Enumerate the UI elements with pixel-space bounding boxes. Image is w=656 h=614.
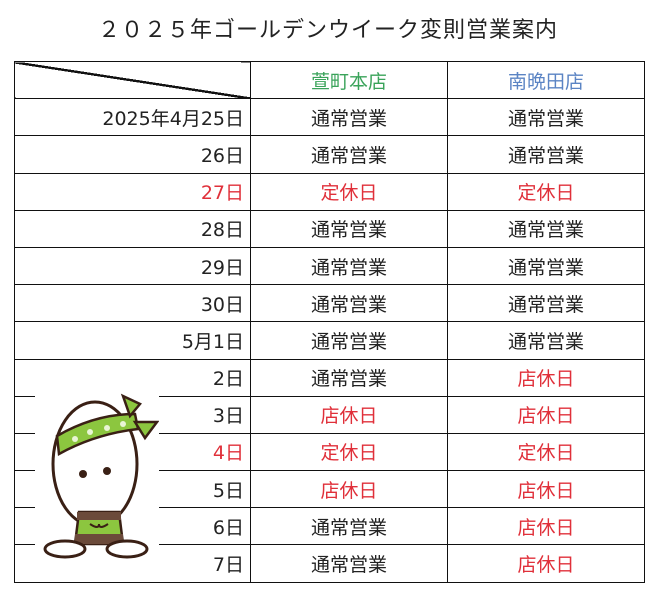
minamiwakuda-status-cell: 通常営業 bbox=[447, 209, 645, 248]
date-cell: 28日 bbox=[14, 209, 251, 248]
kayamachi-status-cell: 店休日 bbox=[250, 395, 448, 434]
date-cell: 5月1日 bbox=[14, 321, 251, 360]
date-cell: 26日 bbox=[14, 135, 251, 174]
minamiwakuda-status-cell: 店休日 bbox=[447, 358, 645, 397]
minamiwakuda-status-cell: 通常営業 bbox=[447, 246, 645, 286]
table-row: 30日 通常営業 通常営業 bbox=[14, 284, 645, 323]
minamiwakuda-status-cell: 定休日 bbox=[447, 432, 645, 472]
minamiwakuda-status-cell: 店休日 bbox=[447, 544, 645, 583]
date-cell: 30日 bbox=[14, 284, 251, 323]
table-row: 2025年4月25日 通常営業 通常営業 bbox=[14, 98, 645, 137]
minamiwakuda-status-cell: 店休日 bbox=[447, 470, 645, 509]
page-title: ２０２５年ゴールデンウイーク変則営業案内 bbox=[97, 18, 558, 43]
table-row: 28日 通常営業 通常営業 bbox=[14, 209, 645, 248]
kayamachi-status-cell: 通常営業 bbox=[250, 358, 448, 397]
minamiwakuda-status-cell: 通常営業 bbox=[447, 321, 645, 360]
table-row: 27日 定休日 定休日 bbox=[14, 172, 645, 211]
kayamachi-status-cell: 通常営業 bbox=[250, 507, 448, 546]
header-row: 萱町本店 南晩田店 bbox=[14, 60, 645, 100]
kayamachi-status-cell: 通常営業 bbox=[250, 209, 448, 248]
kayamachi-status-cell: 通常営業 bbox=[250, 284, 448, 323]
kayamachi-status-cell: 通常営業 bbox=[250, 544, 448, 583]
date-cell: 29日 bbox=[14, 246, 251, 286]
diagonal-corner-cell bbox=[14, 60, 251, 100]
date-cell: 27日 bbox=[14, 172, 251, 211]
kayamachi-status-cell: 定休日 bbox=[250, 432, 448, 472]
minamiwakuda-status-cell: 店休日 bbox=[447, 507, 645, 546]
kayamachi-status-cell: 店休日 bbox=[250, 470, 448, 509]
date-cell: 2025年4月25日 bbox=[14, 98, 251, 137]
minamiwakuda-status-cell: 店休日 bbox=[447, 395, 645, 434]
store-header-kayamachi: 萱町本店 bbox=[250, 60, 448, 100]
rice-grain-mascot-icon bbox=[43, 393, 160, 559]
table-row: 7日 通常営業 店休日 bbox=[14, 544, 645, 583]
store-header-minamiwakuda: 南晩田店 bbox=[447, 60, 645, 100]
table-row: 29日 通常営業 通常営業 bbox=[14, 246, 645, 286]
mascot-illustration bbox=[35, 384, 160, 564]
minamiwakuda-status-cell: 通常営業 bbox=[447, 98, 645, 137]
kayamachi-status-cell: 定休日 bbox=[250, 172, 448, 211]
table-row: 5月1日 通常営業 通常営業 bbox=[14, 321, 645, 360]
minamiwakuda-status-cell: 定休日 bbox=[447, 172, 645, 211]
kayamachi-status-cell: 通常営業 bbox=[250, 135, 448, 174]
kayamachi-status-cell: 通常営業 bbox=[250, 98, 448, 137]
minamiwakuda-status-cell: 通常営業 bbox=[447, 135, 645, 174]
table-row: 26日 通常営業 通常営業 bbox=[14, 135, 645, 174]
minamiwakuda-status-cell: 通常営業 bbox=[447, 284, 645, 323]
kayamachi-status-cell: 通常営業 bbox=[250, 246, 448, 286]
kayamachi-status-cell: 通常営業 bbox=[250, 321, 448, 360]
